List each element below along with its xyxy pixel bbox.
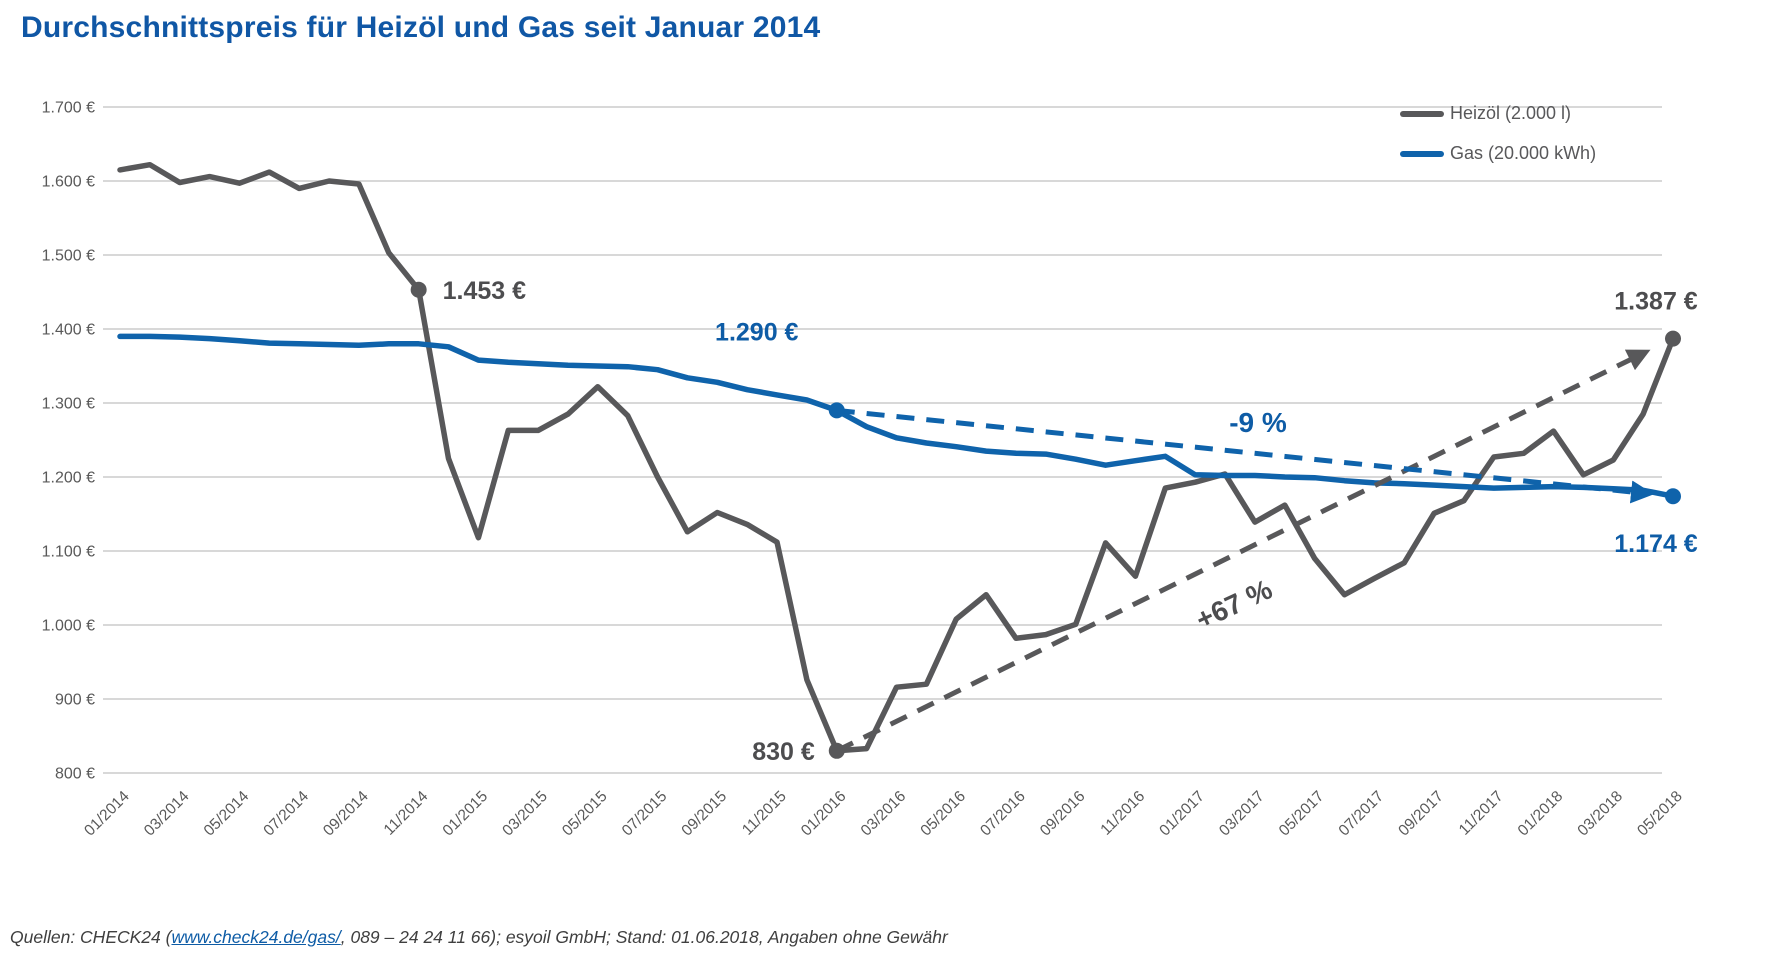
x-tick-label: 11/2016 xyxy=(1097,788,1148,839)
y-tick-label: 1.700 € xyxy=(42,100,95,117)
point-marker xyxy=(828,742,845,759)
x-tick-label: 05/2018 xyxy=(1634,788,1686,840)
y-tick-label: 1.100 € xyxy=(42,544,95,561)
x-tick-label: 01/2014 xyxy=(81,788,133,840)
y-tick-label: 1.300 € xyxy=(42,396,95,413)
source-text-prefix: Quellen: CHECK24 ( xyxy=(10,927,172,947)
point-label: 1.290 € xyxy=(715,318,799,346)
x-tick-label: 07/2016 xyxy=(977,788,1029,840)
x-tick-label: 09/2015 xyxy=(678,788,730,840)
check24-gas-link[interactable]: www.check24.de/gas/ xyxy=(171,927,341,947)
x-tick-label: 03/2018 xyxy=(1574,788,1626,840)
x-tick-label: 03/2017 xyxy=(1216,788,1268,840)
point-label: 1.387 € xyxy=(1614,288,1698,316)
x-tick-label: 01/2015 xyxy=(440,788,492,840)
point-marker xyxy=(1665,488,1681,505)
legend-label-heizoel: Heizöl (2.000 l) xyxy=(1450,103,1572,123)
heizoel-line-swatch xyxy=(1400,110,1444,117)
series-line-0 xyxy=(117,161,1676,754)
x-tick-label: 11/2017 xyxy=(1456,788,1507,839)
source-attribution: Quellen: CHECK24 (www.check24.de/gas/, 0… xyxy=(10,927,1610,948)
x-tick-label: 11/2015 xyxy=(739,788,790,839)
x-tick-label: 01/2018 xyxy=(1515,788,1567,840)
y-tick-label: 1.500 € xyxy=(42,248,95,265)
x-tick-label: 05/2016 xyxy=(917,788,969,840)
legend-label-gas: Gas (20.000 kWh) xyxy=(1450,143,1597,163)
x-tick-label: 05/2014 xyxy=(201,788,253,840)
x-tick-label: 01/2016 xyxy=(798,788,850,840)
x-tick-label: 03/2015 xyxy=(499,788,551,840)
series-line-1 xyxy=(117,333,1676,499)
gas-line-swatch xyxy=(1400,150,1444,157)
trend-label: +67 % xyxy=(1191,573,1277,635)
trend-arrow-+67 % xyxy=(835,349,1651,754)
point-marker xyxy=(828,402,845,419)
y-tick-label: 1.000 € xyxy=(42,618,95,635)
x-tick-label: 01/2017 xyxy=(1156,788,1208,840)
x-tick-label: 07/2017 xyxy=(1336,788,1388,840)
y-tick-label: 1.600 € xyxy=(42,174,95,191)
x-tick-label: 11/2014 xyxy=(381,788,432,839)
x-tick-label: 03/2016 xyxy=(858,788,910,840)
x-tick-label: 05/2015 xyxy=(559,788,611,840)
legend-item-heizoel: Heizöl (2.000 l) xyxy=(1400,103,1596,124)
point-label: 1.453 € xyxy=(443,277,527,305)
y-tick-label: 1.400 € xyxy=(42,322,95,339)
point-marker xyxy=(410,281,427,298)
source-text-suffix: , 089 – 24 24 11 66); esyoil GmbH; Stand… xyxy=(340,927,948,947)
x-tick-label: 07/2015 xyxy=(619,788,671,840)
x-tick-label: 07/2014 xyxy=(260,788,312,840)
x-tick-label: 05/2017 xyxy=(1276,788,1328,840)
trend-arrow--9 % xyxy=(836,407,1654,504)
y-tick-label: 900 € xyxy=(55,692,95,709)
page-title: Durchschnittspreis für Heizöl und Gas se… xyxy=(21,11,821,44)
trend-label: -9 % xyxy=(1229,407,1287,438)
x-tick-label: 09/2014 xyxy=(320,788,372,840)
x-tick-label: 03/2014 xyxy=(141,788,193,840)
y-tick-label: 800 € xyxy=(55,766,95,783)
y-tick-label: 1.200 € xyxy=(42,470,95,487)
point-marker xyxy=(1665,330,1681,347)
point-label: 830 € xyxy=(752,738,815,766)
x-tick-label: 09/2017 xyxy=(1395,788,1447,840)
legend-item-gas: Gas (20.000 kWh) xyxy=(1400,143,1596,164)
chart-legend: Heizöl (2.000 l) Gas (20.000 kWh) xyxy=(1400,103,1596,183)
point-label: 1.174 € xyxy=(1614,530,1698,558)
x-tick-label: 09/2016 xyxy=(1037,788,1089,840)
